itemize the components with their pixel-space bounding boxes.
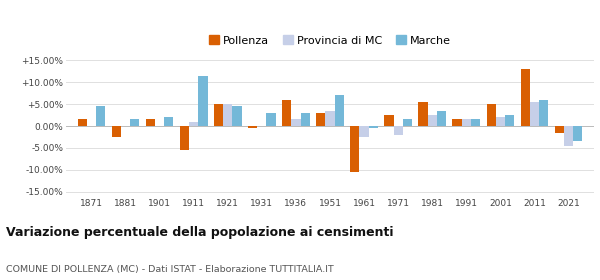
Bar (189, 122, 199, 126)
Bar (248, 126, 257, 128)
Bar (530, 102, 539, 126)
Bar (573, 126, 582, 141)
Bar (180, 126, 189, 150)
Bar (437, 111, 446, 126)
Text: COMUNE DI POLLENZA (MC) - Dati ISTAT - Elaborazione TUTTITALIA.IT: COMUNE DI POLLENZA (MC) - Dati ISTAT - E… (6, 265, 334, 274)
Bar (130, 120, 139, 126)
Bar (146, 120, 155, 126)
Legend: Pollenza, Provincia di MC, Marche: Pollenza, Provincia di MC, Marche (205, 31, 455, 50)
Bar (403, 120, 412, 126)
Bar (112, 126, 121, 137)
Bar (471, 120, 480, 126)
Bar (199, 76, 208, 126)
Bar (368, 126, 378, 128)
Bar (564, 126, 573, 146)
Bar (292, 120, 301, 126)
Bar (394, 126, 403, 135)
Bar (96, 106, 106, 126)
Bar (214, 104, 223, 126)
Bar (461, 120, 471, 126)
Bar (554, 126, 564, 132)
Bar (301, 113, 310, 126)
Bar (316, 113, 325, 126)
Bar (359, 126, 368, 137)
Bar (335, 95, 344, 126)
Bar (223, 104, 232, 126)
Bar (505, 115, 514, 126)
Bar (78, 120, 87, 126)
Bar (539, 100, 548, 126)
Bar (232, 106, 242, 126)
Text: Variazione percentuale della popolazione ai censimenti: Variazione percentuale della popolazione… (6, 227, 394, 239)
Bar (164, 117, 173, 126)
Bar (487, 104, 496, 126)
Bar (496, 117, 505, 126)
Bar (282, 100, 292, 126)
Bar (266, 113, 275, 126)
Bar (385, 115, 394, 126)
Bar (325, 111, 335, 126)
Bar (350, 126, 359, 172)
Bar (452, 120, 461, 126)
Bar (428, 115, 437, 126)
Bar (521, 69, 530, 126)
Bar (418, 102, 428, 126)
